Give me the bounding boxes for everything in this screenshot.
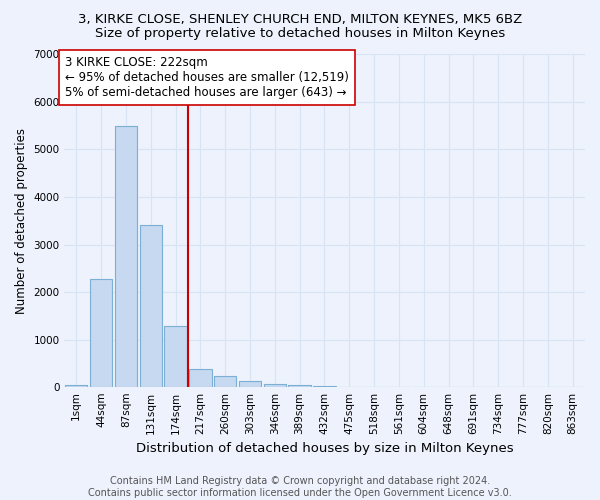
Bar bbox=[164, 326, 187, 388]
Bar bbox=[239, 381, 261, 388]
Bar bbox=[189, 370, 212, 388]
Text: Size of property relative to detached houses in Milton Keynes: Size of property relative to detached ho… bbox=[95, 28, 505, 40]
Bar bbox=[263, 384, 286, 388]
Bar bbox=[289, 385, 311, 388]
Bar bbox=[65, 385, 88, 388]
Bar bbox=[115, 126, 137, 388]
Text: Contains HM Land Registry data © Crown copyright and database right 2024.
Contai: Contains HM Land Registry data © Crown c… bbox=[88, 476, 512, 498]
Bar bbox=[90, 280, 112, 388]
Bar bbox=[214, 376, 236, 388]
X-axis label: Distribution of detached houses by size in Milton Keynes: Distribution of detached houses by size … bbox=[136, 442, 513, 455]
Bar bbox=[140, 226, 162, 388]
Text: 3 KIRKE CLOSE: 222sqm
← 95% of detached houses are smaller (12,519)
5% of semi-d: 3 KIRKE CLOSE: 222sqm ← 95% of detached … bbox=[65, 56, 349, 100]
Text: 3, KIRKE CLOSE, SHENLEY CHURCH END, MILTON KEYNES, MK5 6BZ: 3, KIRKE CLOSE, SHENLEY CHURCH END, MILT… bbox=[78, 12, 522, 26]
Y-axis label: Number of detached properties: Number of detached properties bbox=[15, 128, 28, 314]
Bar bbox=[313, 386, 335, 388]
